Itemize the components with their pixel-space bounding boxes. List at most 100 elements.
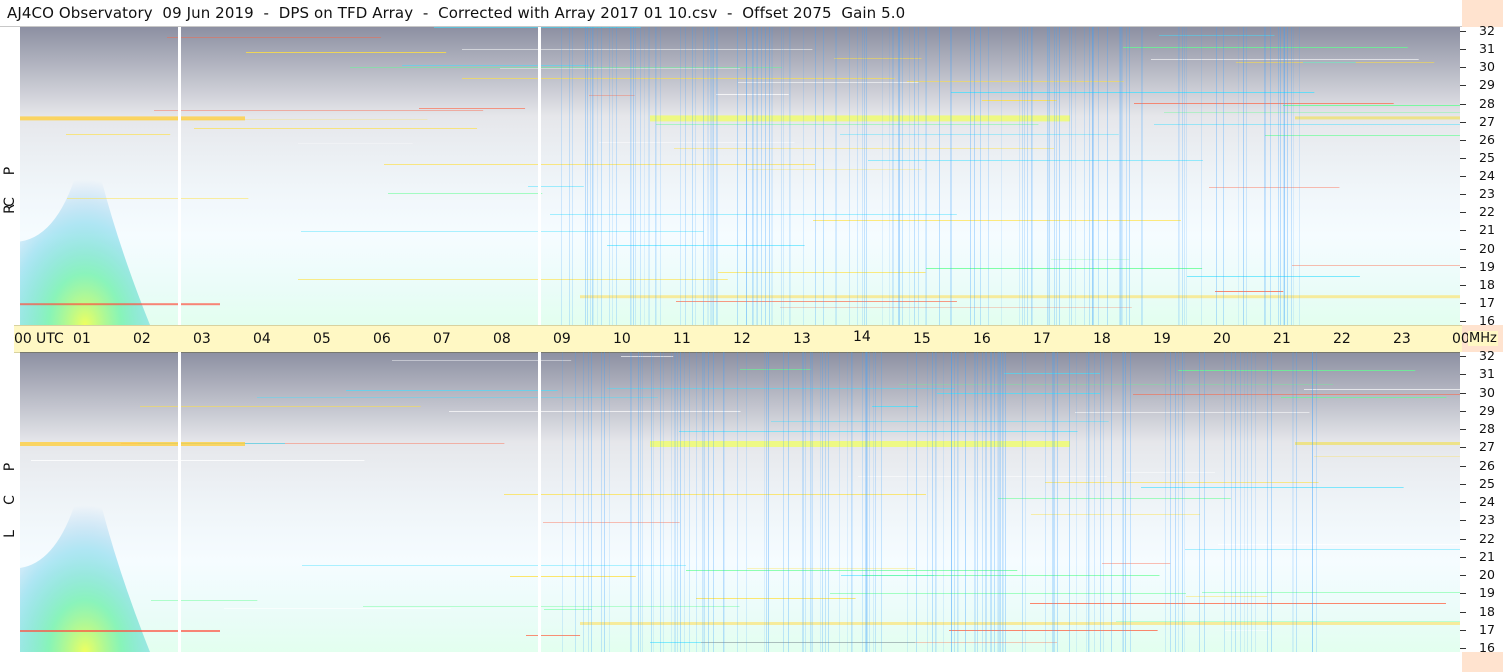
- frequency-tick: [1460, 538, 1466, 540]
- time-axis: 00 UTC 01 02 03 04 05 06 07 08 09 10 11 …: [14, 325, 1470, 353]
- gap-marker-bottom-1: [178, 352, 181, 652]
- frequency-tick: [1460, 248, 1466, 250]
- time-tick-21: 21: [1273, 331, 1291, 347]
- frequency-tick-label: 18: [1479, 276, 1495, 292]
- time-tick-00: 00: [14, 331, 32, 347]
- frequency-tick-label: 31: [1479, 41, 1495, 57]
- frequency-tick-label: 16: [1479, 640, 1495, 655]
- time-tick-11: 11: [673, 331, 691, 347]
- frequency-tick: [1460, 49, 1466, 51]
- lcp-spectrogram[interactable]: [20, 352, 1460, 652]
- time-tick-23: 23: [1393, 331, 1411, 347]
- frequency-tick: [1460, 520, 1466, 522]
- frequency-tick: [1460, 392, 1466, 394]
- frequency-tick-label: 29: [1479, 77, 1495, 93]
- frequency-tick: [1460, 648, 1466, 649]
- time-tick-12: 12: [733, 331, 751, 347]
- lcp-label: P C L: [0, 352, 20, 652]
- frequency-tick-label: 31: [1479, 366, 1495, 382]
- time-tick-19: 19: [1153, 331, 1171, 347]
- frequency-tick-label: 23: [1479, 186, 1495, 202]
- frequency-tick-label: 19: [1479, 258, 1495, 274]
- frequency-tick: [1460, 302, 1466, 304]
- frequency-tick: [1460, 429, 1466, 430]
- frequency-tick-label: 26: [1479, 131, 1495, 147]
- lcp-spectrogram-plot: [20, 352, 1460, 652]
- frequency-tick: [1460, 212, 1466, 214]
- frequency-tick: [1460, 465, 1466, 467]
- frequency-tick: [1460, 121, 1466, 123]
- frequency-tick-label: 25: [1479, 475, 1495, 491]
- frequency-tick-label: 18: [1479, 603, 1495, 619]
- frequency-tick-label: 29: [1479, 402, 1495, 418]
- frequency-tick: [1460, 502, 1466, 503]
- title-bar: AJ4CO Observatory 09 Jun 2019 - DPS on T…: [0, 0, 1462, 27]
- frequency-tick: [1460, 611, 1466, 613]
- frequency-tick: [1460, 266, 1466, 268]
- time-tick-06: 06: [373, 331, 391, 347]
- frequency-tick: [1460, 356, 1466, 357]
- lcp-letter-p: P: [2, 462, 18, 472]
- frequency-tick: [1460, 194, 1466, 196]
- time-tick-22: 22: [1333, 331, 1351, 347]
- frequency-tick: [1460, 321, 1466, 322]
- frequency-tick-label: 20: [1479, 567, 1495, 582]
- frequency-tick: [1460, 31, 1466, 32]
- frequency-tick-label: 27: [1479, 113, 1495, 129]
- time-tick-01: 01: [73, 331, 91, 347]
- frequency-tick: [1460, 176, 1466, 177]
- lcp-letter-c: C: [2, 495, 18, 505]
- page-title: AJ4CO Observatory 09 Jun 2019 - DPS on T…: [7, 4, 906, 22]
- frequency-tick-label: 28: [1479, 95, 1495, 111]
- frequency-tick: [1460, 374, 1466, 376]
- time-tick-15: 15: [913, 331, 931, 347]
- time-tick-02: 02: [133, 331, 151, 347]
- time-tick-07: 07: [433, 331, 451, 347]
- time-tick-03: 03: [193, 331, 211, 347]
- frequency-tick: [1460, 575, 1466, 576]
- frequency-tick-label: 24: [1479, 494, 1495, 509]
- time-tick-18: 18: [1093, 331, 1111, 347]
- time-tick-14: 14: [853, 329, 871, 345]
- rcp-label: P C R: [0, 27, 20, 325]
- time-tick-00-end: 00: [1452, 331, 1470, 347]
- gap-marker-top-2: [538, 27, 541, 325]
- gap-marker-top-1: [178, 27, 181, 325]
- frequency-tick-label: 32: [1479, 348, 1495, 363]
- frequency-tick-label: 30: [1479, 59, 1495, 75]
- frequency-tick-label: 22: [1479, 204, 1495, 220]
- frequency-unit-label: MHz: [1468, 331, 1498, 346]
- frequency-tick-label: 19: [1479, 585, 1495, 601]
- frequency-tick: [1460, 67, 1466, 69]
- time-tick-16: 16: [973, 331, 991, 347]
- time-tick-17: 17: [1033, 331, 1051, 347]
- frequency-tick-label: 21: [1479, 222, 1495, 238]
- frequency-tick: [1460, 483, 1466, 485]
- frequency-tick: [1460, 410, 1466, 412]
- frequency-tick-label: 28: [1479, 421, 1495, 436]
- time-tick-utc: UTC: [36, 331, 64, 347]
- frequency-tick-label: 25: [1479, 149, 1495, 165]
- frequency-tick: [1460, 447, 1466, 449]
- frequency-tick: [1460, 157, 1466, 159]
- time-tick-13: 13: [793, 331, 811, 347]
- lcp-frequency-axis: 32 31 30 29 28 27 26 25 24 23 22 21 20 19 18 17 16: [1460, 348, 1503, 655]
- frequency-tick-label: 16: [1479, 313, 1495, 328]
- frequency-tick: [1460, 103, 1466, 105]
- frequency-tick-label: 24: [1479, 168, 1495, 183]
- frequency-tick-label: 30: [1479, 384, 1495, 400]
- rcp-letter-r: R: [2, 204, 18, 214]
- time-tick-04: 04: [253, 331, 271, 347]
- rcp-spectrogram[interactable]: [20, 27, 1460, 325]
- frequency-tick: [1460, 284, 1466, 286]
- rcp-letter-p: P: [2, 166, 18, 176]
- rcp-frequency-axis: 32 31 30 29 28 27 26 25 24 23 22 21 20 19 18 17 16: [1460, 23, 1503, 328]
- gap-marker-bottom-2: [538, 352, 541, 652]
- frequency-tick-label: 22: [1479, 530, 1495, 546]
- time-tick-20: 20: [1213, 331, 1231, 347]
- frequency-tick-label: 26: [1479, 457, 1495, 473]
- frequency-tick-label: 21: [1479, 548, 1495, 564]
- time-tick-09: 09: [553, 331, 571, 347]
- frequency-tick: [1460, 85, 1466, 87]
- time-tick-08: 08: [493, 331, 511, 347]
